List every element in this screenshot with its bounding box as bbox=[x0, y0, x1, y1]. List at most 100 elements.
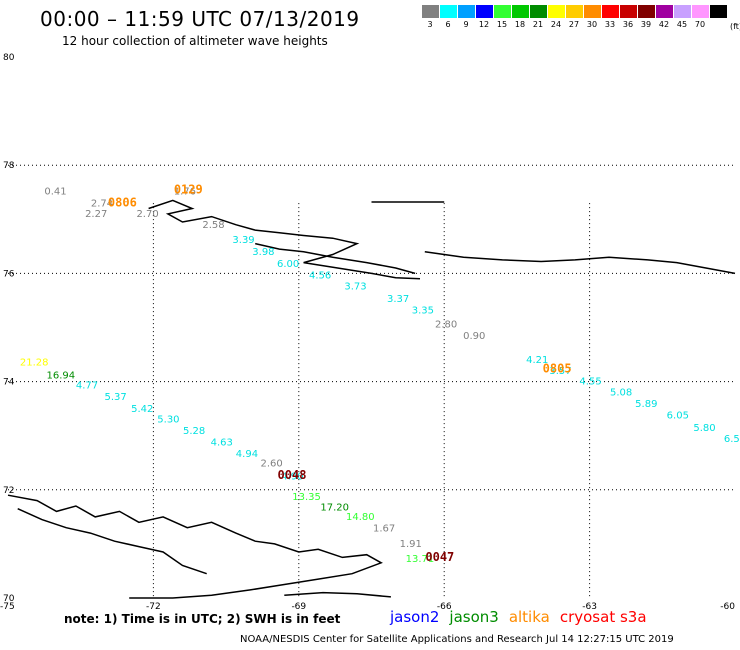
wave-height-label: 5.08 bbox=[610, 388, 632, 399]
legend-label: 15 bbox=[496, 20, 508, 29]
legend-label: 45 bbox=[676, 20, 688, 29]
wave-height-label: 2.60 bbox=[261, 459, 283, 470]
wave-height-label: 4.77 bbox=[76, 381, 98, 392]
legend-bin: 27 bbox=[565, 5, 583, 30]
legend-label: 18 bbox=[514, 20, 526, 29]
legend-bin: 24 bbox=[547, 5, 565, 30]
wave-height-label: 0.41 bbox=[44, 186, 66, 197]
wave-height-label: 2.58 bbox=[202, 220, 224, 231]
coastline-segment bbox=[7, 494, 383, 599]
legend-bin: 18 bbox=[511, 5, 529, 30]
legend-label: 21 bbox=[532, 20, 544, 29]
lat-tick-label: 78 bbox=[3, 161, 15, 171]
wave-height-label: 2.27 bbox=[85, 209, 107, 220]
lat-tick-label: 76 bbox=[3, 269, 15, 279]
wave-height-label: 16.94 bbox=[47, 370, 76, 381]
legend-bin bbox=[709, 5, 727, 30]
coastline-segment bbox=[255, 242, 416, 275]
legend-bin: 39 bbox=[637, 5, 655, 30]
wave-height-label: 0.90 bbox=[463, 331, 485, 342]
legend-unit: (ft) bbox=[730, 22, 740, 31]
legend-swatch bbox=[439, 5, 457, 18]
legend-swatch bbox=[691, 5, 709, 18]
wave-height-label: 14.80 bbox=[346, 512, 375, 523]
legend-label: 24 bbox=[550, 20, 562, 29]
lon-tick-label: -69 bbox=[291, 602, 306, 612]
legend-label: 6 bbox=[445, 20, 451, 29]
legend-label: 3 bbox=[427, 20, 433, 29]
lon-tick-label: -75 bbox=[0, 602, 15, 612]
legend-bin: 9 bbox=[457, 5, 475, 30]
wave-height-label: 5.30 bbox=[157, 415, 179, 426]
legend-swatch bbox=[475, 5, 493, 18]
wave-height-label: 4.55 bbox=[579, 376, 601, 387]
legend-swatch bbox=[511, 5, 529, 18]
wave-height-label: 21.28 bbox=[20, 357, 49, 368]
satellite-name: altika bbox=[508, 608, 550, 626]
wave-height-label: 13.35 bbox=[292, 492, 321, 503]
wave-height-label: 1.67 bbox=[373, 523, 395, 534]
legend-bin: 45 bbox=[673, 5, 691, 30]
satellite-name: jason2 bbox=[390, 608, 440, 626]
wave-height-label: 3.98 bbox=[252, 247, 274, 258]
wave-height-label: 13.71 bbox=[406, 554, 435, 565]
lat-tick-label: 70 bbox=[3, 594, 15, 604]
legend-bin: 30 bbox=[583, 5, 601, 30]
legend-swatch bbox=[673, 5, 691, 18]
wave-height-label: 6.53 bbox=[724, 434, 740, 445]
wave-height-label: 4.21 bbox=[526, 355, 548, 366]
wave-height-label: 3.73 bbox=[344, 282, 366, 293]
wave-height-label: 4.90 bbox=[281, 472, 303, 483]
wave-height-label: 5.80 bbox=[693, 423, 715, 434]
wave-height-label: 4.94 bbox=[236, 449, 258, 460]
legend-bin: 12 bbox=[475, 5, 493, 30]
lat-lon-grid bbox=[8, 164, 735, 598]
pass-time-label: 0805 bbox=[543, 361, 572, 375]
map-subtitle: 12 hour collection of altimeter wave hei… bbox=[62, 34, 328, 48]
legend-bin: 3 bbox=[421, 5, 439, 30]
wave-height-label: 5.28 bbox=[183, 426, 205, 437]
wave-height-label: 3.37 bbox=[387, 294, 409, 305]
legend-swatch bbox=[601, 5, 619, 18]
legend-label: 9 bbox=[463, 20, 469, 29]
pass-time-label: 0806 bbox=[108, 195, 137, 209]
wave-height-label: 5.42 bbox=[131, 404, 153, 415]
legend-bin: 36 bbox=[619, 5, 637, 30]
legend-bin: 6 bbox=[439, 5, 457, 30]
lon-tick-label: -60 bbox=[720, 602, 735, 612]
lon-tick-label: -63 bbox=[582, 602, 597, 612]
wave-height-observations: 0.41 2.742.27 2.70 1.76 2.58 3.393.986.00 4.56… bbox=[20, 186, 740, 564]
satellite-legend: jason2 jason3 altika cryosat s3a bbox=[390, 608, 657, 626]
pass-time-label: 0129 bbox=[174, 182, 203, 196]
wave-height-label: 5.89 bbox=[635, 399, 657, 410]
wave-height-label: 3.39 bbox=[232, 235, 254, 246]
wave-height-label: 2.80 bbox=[435, 320, 457, 331]
wave-height-label: 17.20 bbox=[320, 502, 349, 513]
legend-swatch bbox=[565, 5, 583, 18]
map-title: 00:00 – 11:59 UTC 07/13/2019 bbox=[40, 7, 360, 31]
wave-height-label: 1.76 bbox=[174, 186, 196, 197]
legend-swatch bbox=[421, 5, 439, 18]
wave-height-label: 3.35 bbox=[412, 305, 434, 316]
lat-tick-label: 80 bbox=[3, 53, 15, 63]
legend-label: 27 bbox=[568, 20, 580, 29]
pass-time-labels: 0129 0806 0805 0048 0047 bbox=[108, 182, 572, 564]
legend-label: 70 bbox=[694, 20, 706, 29]
legend-bin: 15 bbox=[493, 5, 511, 30]
legend-swatch bbox=[547, 5, 565, 18]
pass-time-label: 0048 bbox=[278, 468, 307, 482]
legend-swatch bbox=[709, 5, 727, 18]
legend-swatch bbox=[637, 5, 655, 18]
coastline-segment bbox=[17, 508, 207, 575]
coastlines bbox=[7, 199, 736, 599]
legend-swatch bbox=[529, 5, 547, 18]
legend-bin: 42 bbox=[655, 5, 673, 30]
wave-height-label: 6.05 bbox=[667, 410, 689, 421]
lon-tick-label: -66 bbox=[437, 602, 452, 612]
legend-label: 33 bbox=[604, 20, 616, 29]
wave-height-label: 4.56 bbox=[309, 270, 331, 281]
legend-label: 36 bbox=[622, 20, 634, 29]
coastline-segment bbox=[424, 251, 736, 275]
lon-tick-label: -72 bbox=[146, 602, 161, 612]
